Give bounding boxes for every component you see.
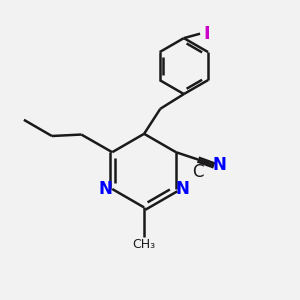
Text: I: I [204,25,210,43]
Text: CH₃: CH₃ [133,238,156,251]
Text: N: N [99,180,113,198]
Text: N: N [176,180,189,198]
Text: C: C [192,163,204,181]
Text: N: N [213,157,226,175]
